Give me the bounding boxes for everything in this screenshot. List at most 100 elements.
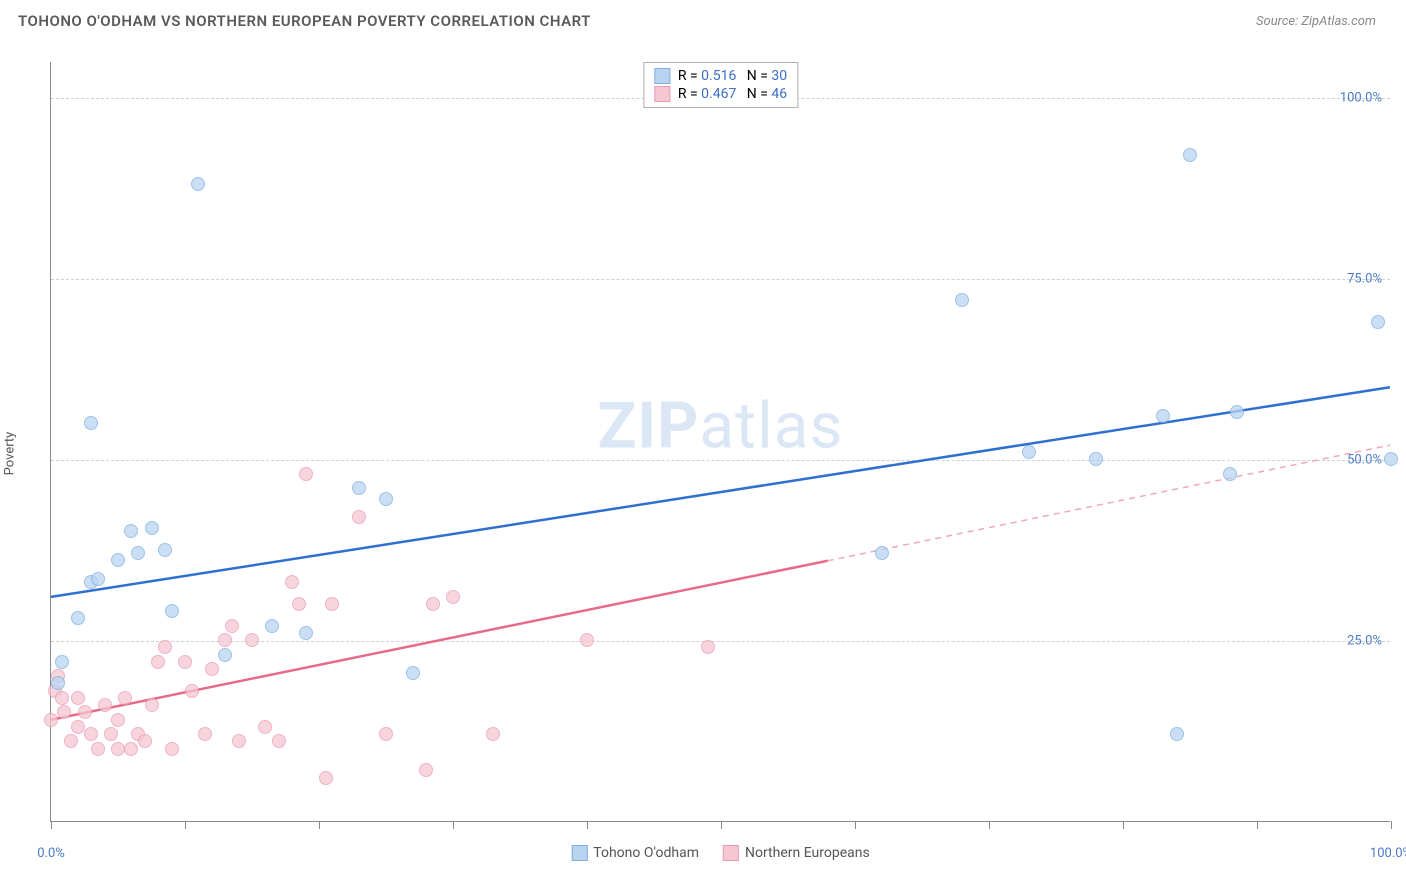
x-tick — [989, 821, 990, 829]
data-point-series2 — [111, 713, 125, 727]
legend-item: Tohono O'odham — [571, 845, 699, 861]
data-point-series1 — [265, 619, 279, 633]
data-point-series2 — [145, 698, 159, 712]
data-point-series2 — [118, 691, 132, 705]
data-point-series2 — [205, 662, 219, 676]
data-point-series1 — [191, 177, 205, 191]
data-point-series1 — [1022, 445, 1036, 459]
x-tick — [721, 821, 722, 829]
data-point-series2 — [78, 705, 92, 719]
x-tick — [1391, 821, 1392, 829]
data-point-series1 — [51, 676, 65, 690]
data-point-series2 — [486, 727, 500, 741]
chart-title: TOHONO O'ODHAM VS NORTHERN EUROPEAN POVE… — [18, 12, 591, 30]
data-point-series1 — [91, 572, 105, 586]
gridline — [51, 460, 1390, 461]
data-point-series2 — [325, 597, 339, 611]
data-point-series2 — [185, 684, 199, 698]
data-point-series2 — [232, 734, 246, 748]
data-point-series1 — [131, 546, 145, 560]
data-point-series1 — [1170, 727, 1184, 741]
legend-item: Northern Europeans — [723, 845, 870, 861]
data-point-series2 — [419, 763, 433, 777]
data-point-series2 — [292, 597, 306, 611]
data-point-series2 — [111, 742, 125, 756]
stats-text: R = 0.467 N = 46 — [678, 86, 787, 102]
y-tick-label: 50.0% — [1347, 453, 1382, 468]
data-point-series2 — [225, 619, 239, 633]
x-tick — [855, 821, 856, 829]
data-point-series1 — [875, 546, 889, 560]
x-tick — [1257, 821, 1258, 829]
stats-row: R = 0.467 N = 46 — [654, 85, 787, 103]
data-point-series1 — [1230, 405, 1244, 419]
data-point-series2 — [426, 597, 440, 611]
x-tick — [453, 821, 454, 829]
data-point-series2 — [165, 742, 179, 756]
legend-swatch — [571, 845, 587, 861]
data-point-series2 — [71, 691, 85, 705]
data-point-series1 — [406, 666, 420, 680]
data-point-series2 — [98, 698, 112, 712]
data-point-series2 — [104, 727, 118, 741]
legend-label: Tohono O'odham — [593, 845, 699, 861]
data-point-series2 — [352, 510, 366, 524]
data-point-series1 — [111, 553, 125, 567]
data-point-series2 — [272, 734, 286, 748]
legend-swatch — [654, 68, 670, 84]
data-point-series2 — [138, 734, 152, 748]
data-point-series2 — [71, 720, 85, 734]
data-point-series2 — [218, 633, 232, 647]
x-tick — [185, 821, 186, 829]
data-point-series1 — [955, 293, 969, 307]
data-point-series2 — [701, 640, 715, 654]
data-point-series2 — [84, 727, 98, 741]
data-point-series2 — [55, 691, 69, 705]
data-point-series1 — [218, 648, 232, 662]
data-point-series2 — [44, 713, 58, 727]
data-point-series1 — [352, 481, 366, 495]
stats-text: R = 0.516 N = 30 — [678, 68, 787, 84]
data-point-series2 — [64, 734, 78, 748]
data-point-series1 — [299, 626, 313, 640]
data-point-series2 — [580, 633, 594, 647]
y-tick-label: 75.0% — [1347, 272, 1382, 287]
data-point-series2 — [319, 771, 333, 785]
correlation-stats-box: R = 0.516 N = 30 R = 0.467 N = 46 — [643, 62, 798, 108]
source-attribution: Source: ZipAtlas.com — [1256, 14, 1376, 29]
x-tick — [587, 821, 588, 829]
data-point-series2 — [446, 590, 460, 604]
data-point-series1 — [379, 492, 393, 506]
data-point-series2 — [379, 727, 393, 741]
data-point-series2 — [124, 742, 138, 756]
legend-swatch — [654, 86, 670, 102]
data-point-series2 — [245, 633, 259, 647]
legend-label: Northern Europeans — [745, 845, 870, 861]
legend: Tohono O'odham Northern Europeans — [571, 845, 869, 861]
data-point-series1 — [1156, 409, 1170, 423]
y-axis-label: Poverty — [3, 432, 18, 476]
data-point-series1 — [165, 604, 179, 618]
data-point-series2 — [285, 575, 299, 589]
data-point-series1 — [158, 543, 172, 557]
data-point-series1 — [55, 655, 69, 669]
x-tick-label: 0.0% — [37, 846, 65, 861]
data-point-series1 — [1089, 452, 1103, 466]
data-point-series2 — [258, 720, 272, 734]
data-point-series2 — [158, 640, 172, 654]
data-point-series2 — [91, 742, 105, 756]
data-point-series1 — [71, 611, 85, 625]
legend-swatch — [723, 845, 739, 861]
data-point-series2 — [198, 727, 212, 741]
x-tick — [51, 821, 52, 829]
data-point-series1 — [1183, 148, 1197, 162]
x-tick — [1123, 821, 1124, 829]
data-point-series2 — [151, 655, 165, 669]
trend-lines — [51, 62, 1390, 821]
stats-row: R = 0.516 N = 30 — [654, 67, 787, 85]
watermark: ZIPatlas — [598, 389, 844, 464]
data-point-series1 — [1223, 467, 1237, 481]
chart-plot-area: ZIPatlas 25.0%50.0%75.0%100.0% 0.0%100.0… — [50, 62, 1390, 822]
data-point-series1 — [1371, 315, 1385, 329]
data-point-series1 — [1384, 452, 1398, 466]
